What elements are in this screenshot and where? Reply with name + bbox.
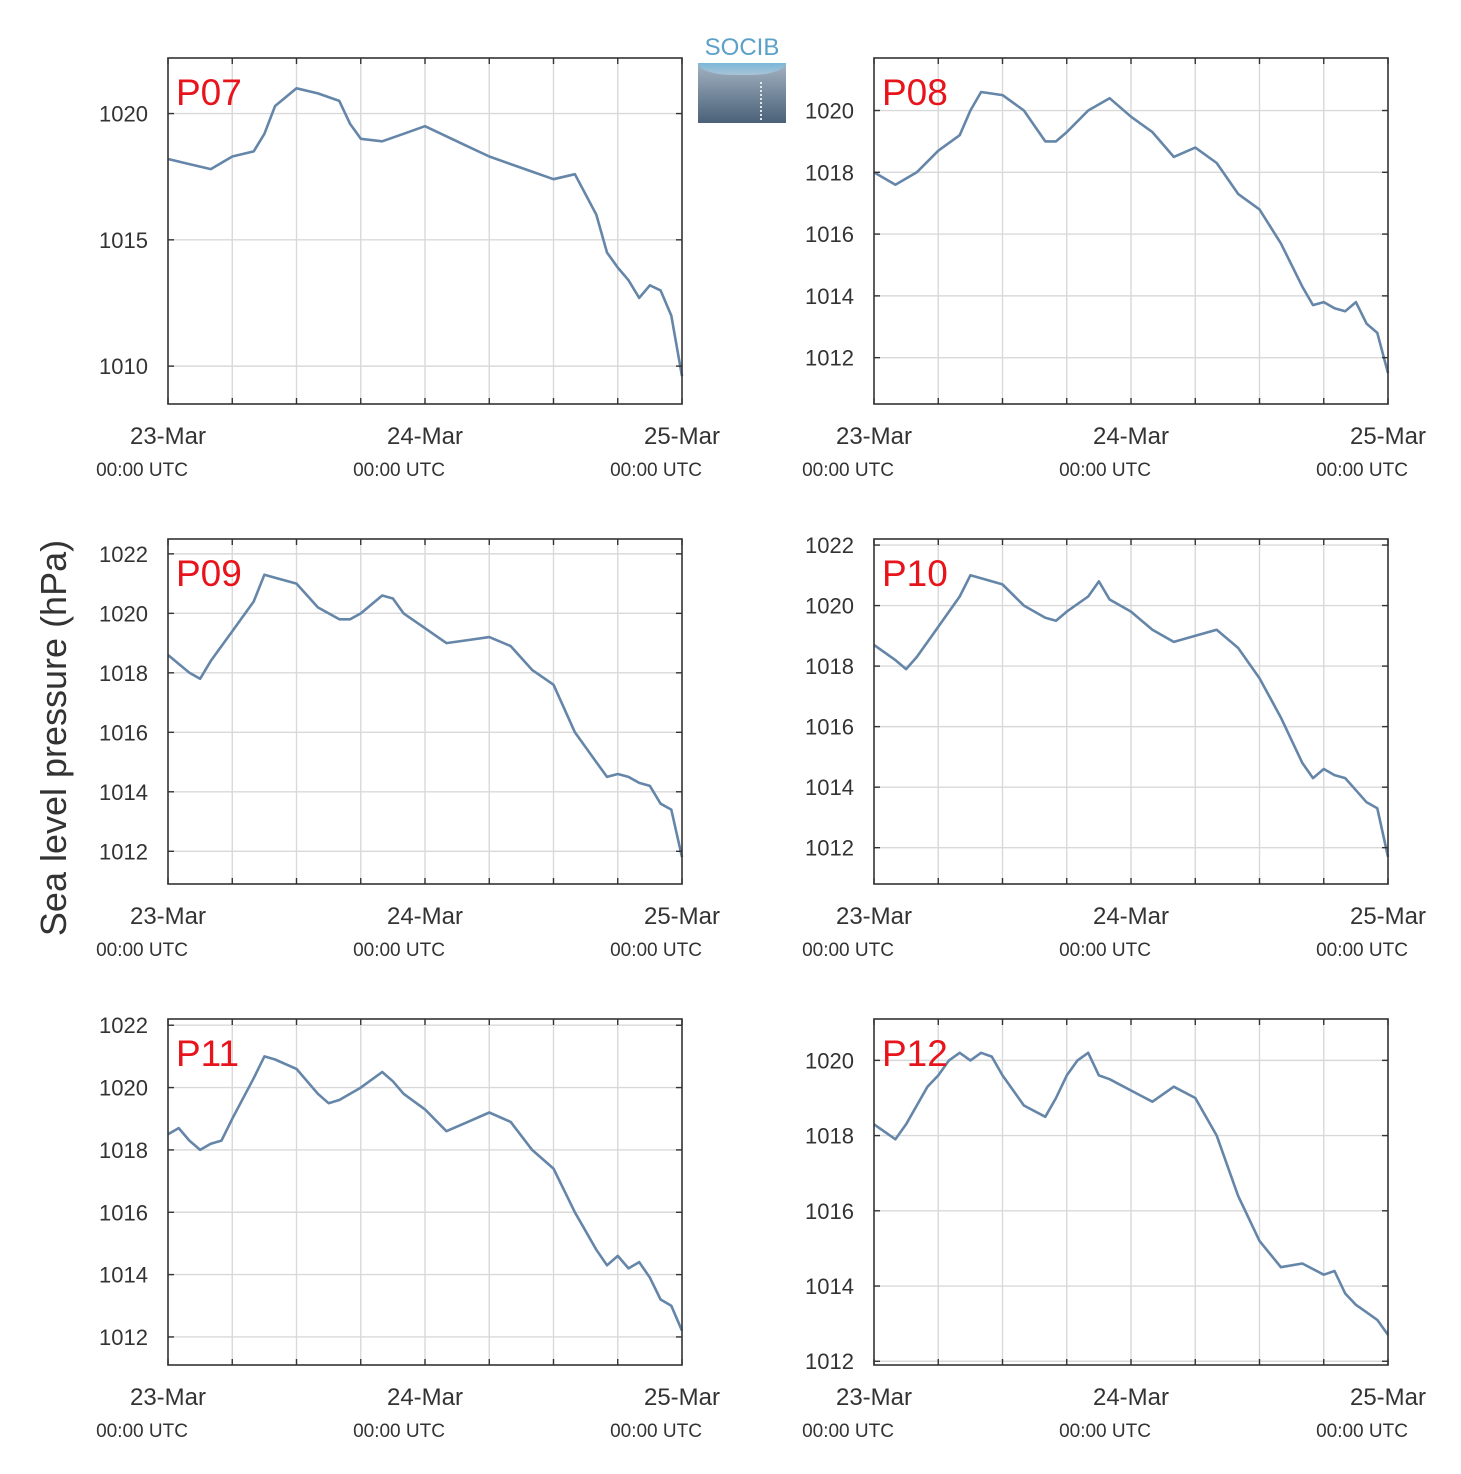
x-tick-label-time: 00:00 UTC	[610, 940, 702, 961]
x-tick-label-time: 00:00 UTC	[610, 460, 702, 481]
series-line-p11	[167, 1055, 684, 1332]
y-tick-label: 1016	[805, 222, 854, 247]
series-line-p09	[167, 573, 684, 858]
x-tick-label-date: 24-Mar	[1093, 423, 1169, 450]
x-tick-label-date: 24-Mar	[387, 903, 463, 930]
station-label: P10	[882, 553, 948, 594]
x-tick-label-date: 25-Mar	[644, 423, 720, 450]
x-tick-label-time: 00:00 UTC	[802, 1421, 894, 1442]
x-tick-label-date: 24-Mar	[1093, 903, 1169, 930]
y-tick-label: 1020	[99, 601, 148, 626]
y-tick-label: 1010	[99, 354, 148, 379]
y-tick-label: 1018	[99, 1138, 148, 1163]
socib-logo: SOCIB	[697, 34, 787, 126]
y-tick-label: 1020	[805, 99, 854, 124]
y-tick-label: 1012	[99, 1325, 148, 1350]
station-label: P09	[176, 553, 242, 594]
y-tick-label: 1020	[99, 102, 148, 127]
y-tick-label: 1012	[99, 839, 148, 864]
x-tick-label-date: 23-Mar	[130, 423, 206, 450]
y-tick-label: 1016	[805, 715, 854, 740]
x-tick-label-date: 23-Mar	[836, 903, 912, 930]
x-tick-label-date: 25-Mar	[644, 1384, 720, 1411]
series-line-p08	[873, 90, 1390, 374]
x-tick-label-time: 00:00 UTC	[802, 460, 894, 481]
chart-panel-p12: 1012 1014 1016 1018 1020 23-Mar 00:00 UTC 24-Ma…	[802, 1018, 1426, 1442]
y-tick-label: 1016	[99, 1200, 148, 1225]
x-tick-label-time: 00:00 UTC	[1059, 460, 1151, 481]
y-tick-label: 1014	[99, 1263, 148, 1288]
y-tick-label: 1016	[99, 720, 148, 745]
y-tick-label: 1014	[805, 775, 854, 800]
station-label: P12	[882, 1033, 948, 1074]
x-tick-label-date: 23-Mar	[130, 903, 206, 930]
x-tick-label-time: 00:00 UTC	[1316, 940, 1408, 961]
y-tick-label: 1020	[805, 1048, 854, 1073]
x-tick-label-date: 24-Mar	[1093, 1384, 1169, 1411]
x-tick-label-date: 23-Mar	[836, 423, 912, 450]
y-tick-label: 1018	[99, 661, 148, 686]
y-tick-label: 1012	[805, 1349, 854, 1374]
station-label: P07	[176, 72, 242, 113]
chart-panel-p07: 1010 1015 1020 23-Mar 00:00 UTC 24-Mar 00:00 U…	[96, 57, 720, 481]
y-tick-label: 1022	[805, 533, 854, 558]
x-tick-label-time: 00:00 UTC	[353, 1421, 445, 1442]
x-tick-label-time: 00:00 UTC	[1316, 1421, 1408, 1442]
y-tick-label: 1016	[805, 1199, 854, 1224]
chart-panel-p11: 1012 1014 1016 1018 1020 1022 23-Mar 00:00 UTC 2…	[96, 1013, 720, 1442]
x-tick-label-date: 24-Mar	[387, 423, 463, 450]
y-tick-label: 1012	[805, 346, 854, 371]
y-tick-label: 1012	[805, 836, 854, 861]
station-label: P11	[176, 1033, 239, 1074]
logo-dots	[760, 82, 764, 120]
x-tick-label-date: 25-Mar	[644, 903, 720, 930]
x-tick-label-date: 25-Mar	[1350, 1384, 1426, 1411]
x-tick-label-time: 00:00 UTC	[610, 1421, 702, 1442]
y-tick-label: 1014	[99, 780, 148, 805]
x-tick-label-date: 25-Mar	[1350, 423, 1426, 450]
logo-wave	[698, 63, 786, 75]
y-tick-label: 1020	[805, 594, 854, 619]
y-tick-label: 1022	[99, 542, 148, 567]
x-tick-label-time: 00:00 UTC	[1059, 1421, 1151, 1442]
y-tick-label: 1018	[805, 654, 854, 679]
chart-panel-p10: 1012 1014 1016 1018 1020 1022 23-Mar 00:00 UTC 2…	[802, 533, 1426, 961]
x-tick-label-time: 00:00 UTC	[96, 940, 188, 961]
x-tick-label-date: 23-Mar	[130, 1384, 206, 1411]
y-tick-label: 1014	[805, 284, 854, 309]
x-tick-label-date: 23-Mar	[836, 1384, 912, 1411]
y-tick-label: 1022	[99, 1013, 148, 1038]
y-tick-label: 1018	[805, 160, 854, 185]
y-tick-label: 1020	[99, 1076, 148, 1101]
x-tick-label-time: 00:00 UTC	[1316, 460, 1408, 481]
x-tick-label-time: 00:00 UTC	[1059, 940, 1151, 961]
series-line-p10	[873, 573, 1390, 858]
x-tick-label-date: 24-Mar	[387, 1384, 463, 1411]
x-tick-label-time: 00:00 UTC	[802, 940, 894, 961]
y-tick-label: 1014	[805, 1274, 854, 1299]
chart-panel-p09: 1012 1014 1016 1018 1020 1022 23-Mar 00:00 UTC 2…	[96, 538, 720, 961]
y-axis-label: Sea level pressure (hPa)	[33, 540, 74, 936]
x-tick-label-time: 00:00 UTC	[353, 940, 445, 961]
chart-panel-p08: 1012 1014 1016 1018 1020 23-Mar 00:00 UTC 24-Ma…	[802, 57, 1426, 481]
y-tick-label: 1018	[805, 1124, 854, 1149]
logo-text: SOCIB	[704, 34, 780, 61]
x-tick-label-time: 00:00 UTC	[96, 460, 188, 481]
x-tick-label-time: 00:00 UTC	[96, 1421, 188, 1442]
station-label: P08	[882, 72, 948, 113]
series-line-p12	[873, 1051, 1390, 1336]
x-tick-label-time: 00:00 UTC	[353, 460, 445, 481]
series-line-p07	[167, 87, 684, 377]
y-tick-label: 1015	[99, 228, 148, 253]
x-tick-label-date: 25-Mar	[1350, 903, 1426, 930]
